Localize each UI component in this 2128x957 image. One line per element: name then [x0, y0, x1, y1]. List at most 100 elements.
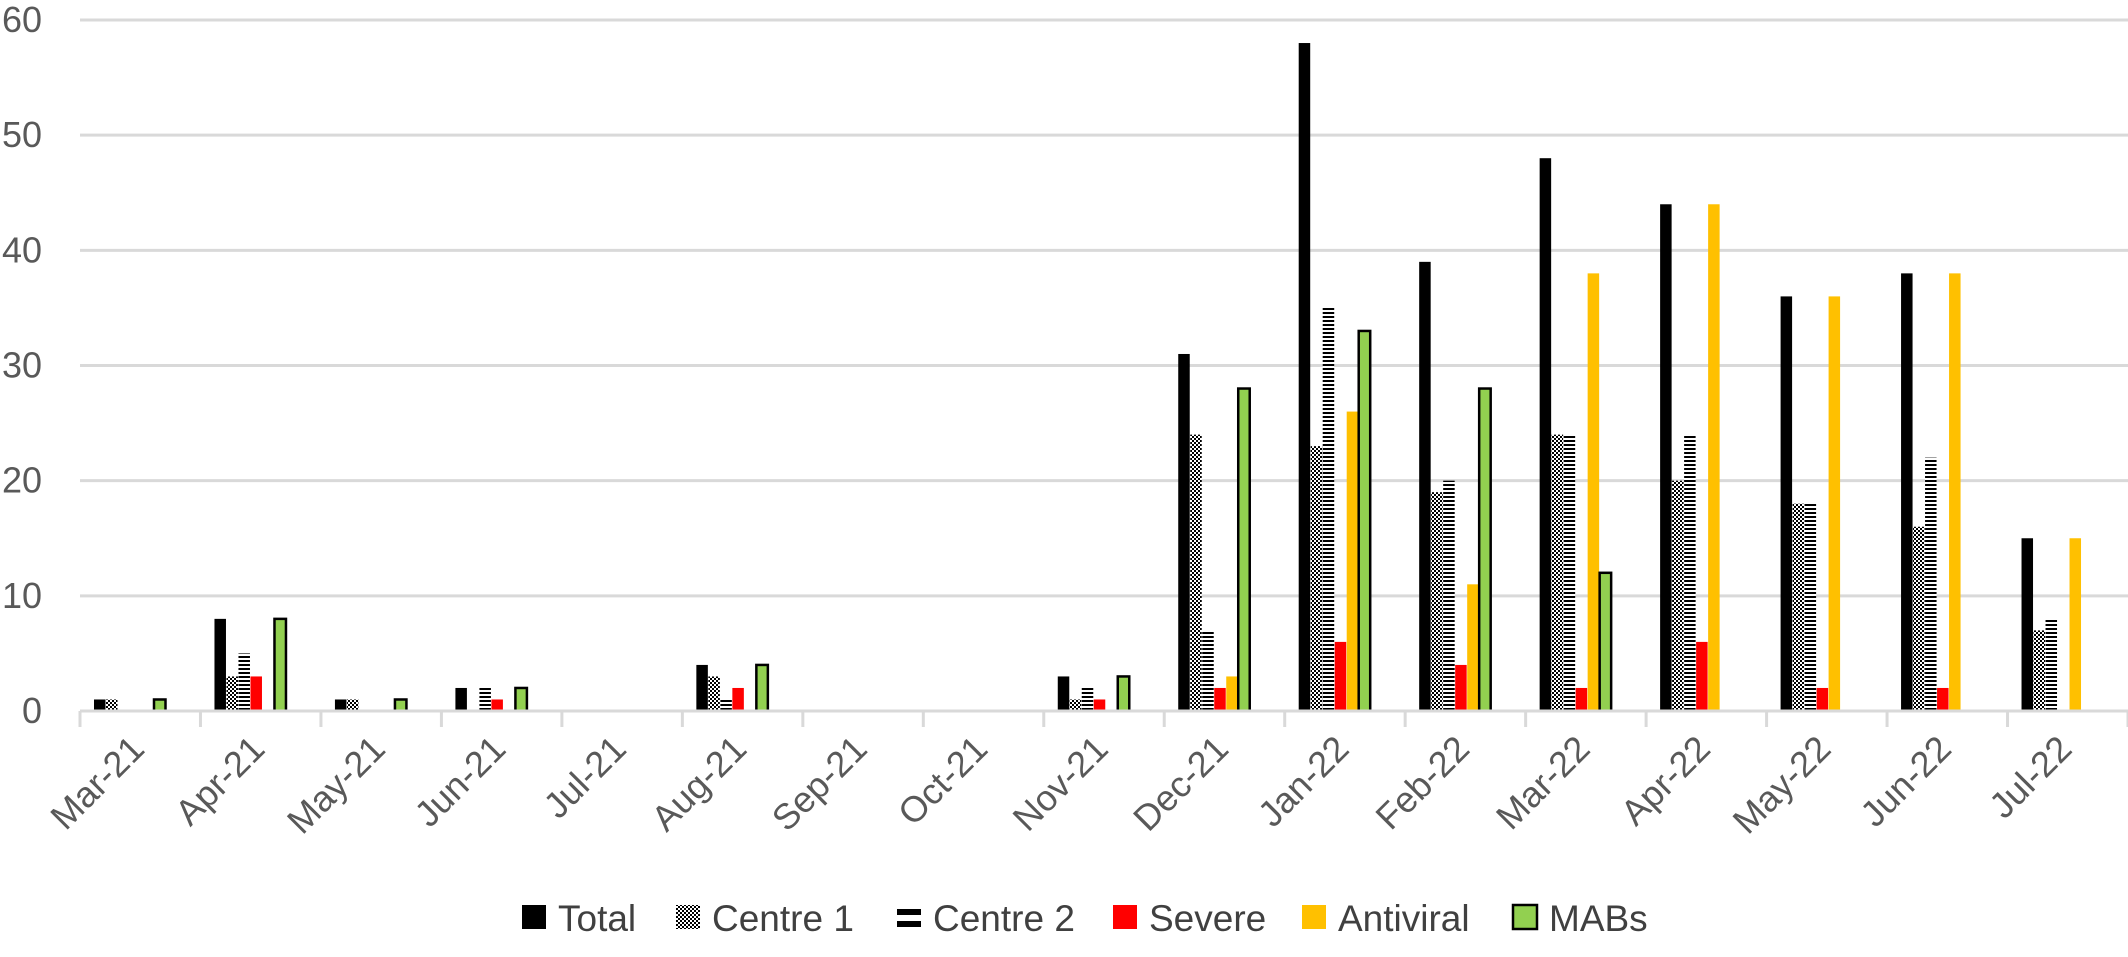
bars [94, 43, 2082, 713]
bar-mabs [1236, 387, 1251, 713]
legend-swatch-antiviral [1302, 905, 1326, 929]
bar-total [1660, 204, 1672, 711]
y-tick-label: 60 [2, 0, 42, 40]
x-tick-label: Sep-21 [764, 728, 875, 839]
y-tick-label: 50 [2, 114, 42, 155]
bar-total [1901, 273, 1913, 711]
bar-severe [1696, 641, 1708, 711]
bar-total [1539, 158, 1552, 711]
x-axis [78, 709, 2128, 727]
legend-label: Antiviral [1338, 898, 1470, 939]
legend: Total Centre 1 Centre 2 Severe Antiviral MABs [522, 898, 1648, 939]
bar-centre-2 [1322, 307, 1335, 711]
bar-total [455, 687, 467, 711]
y-tick-label: 30 [2, 345, 42, 386]
bar-total [94, 699, 106, 711]
x-tick-label: May-22 [1725, 728, 1839, 842]
bar-centre-1 [1069, 699, 1082, 711]
bar-mabs [1477, 387, 1492, 713]
x-tick-label: Mar-22 [1488, 728, 1598, 838]
bar-total [2021, 538, 2034, 711]
legend-label: Total [558, 898, 636, 939]
legend-label: MABs [1549, 898, 1648, 939]
bar-antiviral [1708, 204, 1720, 711]
bar-centre-2 [1081, 687, 1094, 711]
legend-swatch-centre-2-stripe [897, 909, 921, 915]
legend-label: Centre 1 [712, 898, 854, 939]
bar-centre-2 [238, 653, 250, 711]
bar-mabs [1357, 329, 1372, 713]
legend-swatch-centre-1 [676, 905, 700, 929]
bar-severe [1816, 687, 1829, 711]
bar-centre-1 [708, 676, 720, 711]
bar-mabs [1116, 675, 1131, 713]
bar-severe [1455, 664, 1467, 711]
bar-mabs [152, 698, 167, 713]
legend-label: Centre 2 [933, 898, 1075, 939]
bar-antiviral [1467, 584, 1479, 711]
bar-centre-1 [226, 676, 238, 711]
y-tick-label: 20 [2, 460, 42, 501]
x-tick-label: Jul-22 [1981, 728, 2079, 826]
x-tick-label: Feb-22 [1367, 728, 1477, 838]
bar-severe [1937, 687, 1949, 711]
bar-mabs [393, 698, 408, 713]
y-tick-label: 10 [2, 575, 42, 616]
bar-antiviral [1587, 273, 1600, 711]
x-tick-label: Aug-21 [643, 728, 754, 839]
bar-total [334, 699, 347, 711]
x-tick-label: May-21 [279, 728, 393, 842]
bar-total [1780, 296, 1793, 711]
bar-centre-1 [1792, 503, 1805, 711]
bar-total [696, 664, 708, 711]
bar-antiviral [1949, 273, 1961, 711]
bar-total [1298, 43, 1311, 712]
legend-label: Severe [1149, 898, 1266, 939]
bar-centre-2 [1443, 480, 1455, 711]
bar-centre-2 [2045, 618, 2058, 711]
bar-centre-2 [1804, 503, 1817, 711]
bar-severe [1214, 687, 1226, 711]
bar-centre-2 [1925, 457, 1937, 711]
bar-centre-2 [1202, 630, 1214, 711]
bar-total [1419, 261, 1431, 711]
x-tick-label: Jun-22 [1852, 728, 1959, 835]
bar-mabs [1598, 571, 1613, 713]
x-tick-label: Apr-21 [167, 728, 272, 833]
bar-severe [732, 687, 744, 711]
x-tick-label: Oct-21 [890, 728, 995, 833]
bar-total [1057, 676, 1070, 711]
gridlines [80, 18, 2128, 598]
x-tick-label: Dec-21 [1125, 728, 1236, 839]
bar-centre-1 [1310, 446, 1323, 711]
bar-centre-1 [346, 699, 359, 711]
bar-severe [491, 699, 503, 711]
x-tick-label: Jul-21 [535, 728, 633, 826]
bar-centre-1 [1551, 434, 1564, 711]
bar-centre-1 [1190, 434, 1202, 711]
bar-severe [1093, 699, 1106, 711]
bar-centre-2 [479, 687, 491, 711]
bar-severe [250, 676, 262, 711]
bar-centre-2 [1684, 434, 1696, 711]
bar-severe [1575, 687, 1588, 711]
bar-centre-1 [106, 699, 118, 711]
y-tick-label: 0 [22, 690, 42, 731]
legend-swatch-mabs [1511, 903, 1539, 931]
x-tick-label: Apr-22 [1613, 728, 1718, 833]
x-tick-label: Jan-22 [1250, 728, 1357, 835]
bar-centre-1 [2033, 630, 2046, 711]
y-tick-label: 40 [2, 229, 42, 270]
bar-total [214, 618, 226, 711]
bar-mabs [514, 686, 529, 713]
y-axis-tick-labels: 0 10 20 30 40 50 60 [2, 0, 42, 731]
legend-swatch-total [522, 905, 546, 929]
bar-total [1178, 353, 1190, 711]
x-tick-label: Nov-21 [1005, 728, 1116, 839]
bar-centre-1 [1672, 480, 1684, 711]
x-tick-label: Jun-21 [406, 728, 513, 835]
bar-antiviral [1226, 676, 1238, 711]
bar-centre-1 [1431, 492, 1443, 711]
